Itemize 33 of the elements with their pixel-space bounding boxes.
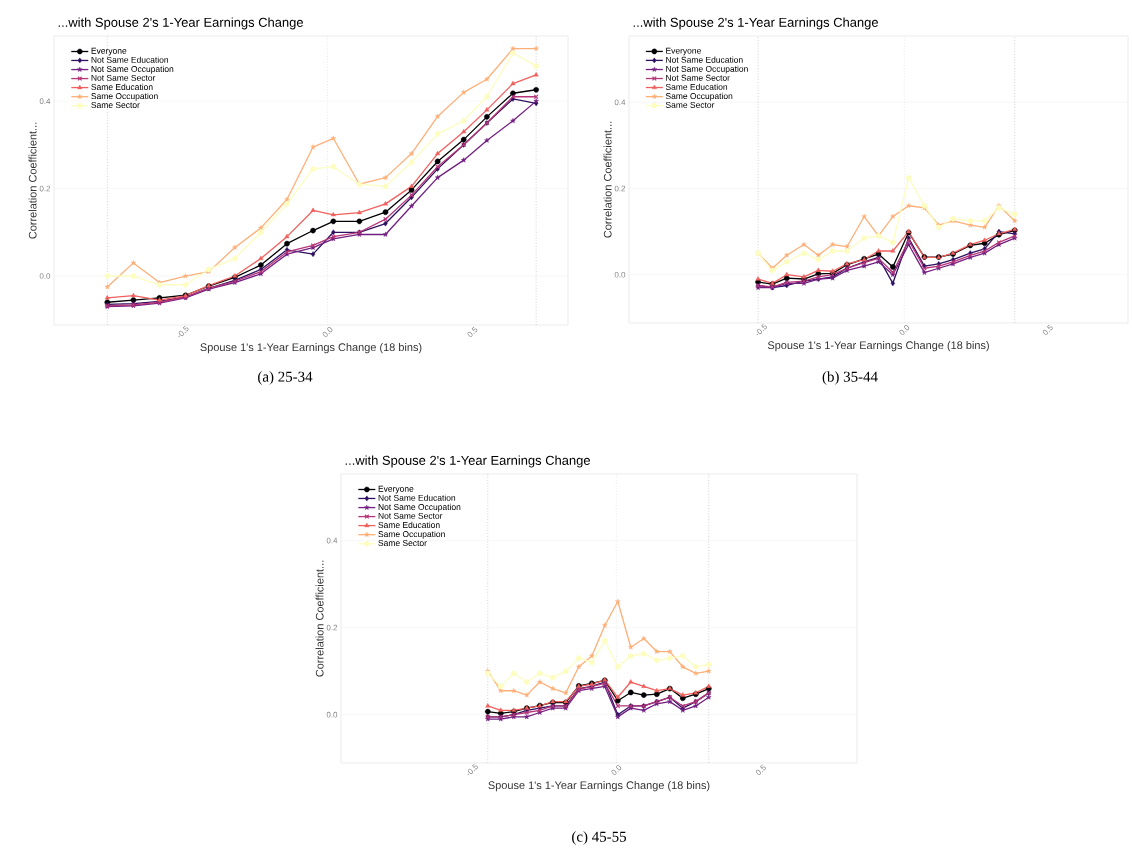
- text: (c) 45-55: [572, 831, 627, 845]
- legend-label: Same Sector: [378, 540, 427, 546]
- legend-label: Same Occupation: [665, 92, 733, 101]
- legend-label: Same Education: [665, 83, 728, 90]
- x-axis-title: Spouse 1's 1-Year Earnings Change (18 bins): [200, 343, 422, 354]
- x-axis-title: Spouse 1's 1-Year Earnings Change (18 bins): [488, 781, 710, 792]
- y-axis-title: Correlation Coefficient...: [28, 122, 37, 239]
- legend-label: Everyone: [378, 485, 414, 494]
- legend-label: Same Occupation: [91, 92, 158, 101]
- legend-label: Not Same Sector: [378, 512, 443, 519]
- legend-label: Not Same Occupation: [378, 503, 461, 512]
- legend-label: Same Education: [378, 521, 440, 528]
- chart-title: ...with Spouse 2's 1-Year Earnings Change: [345, 455, 590, 468]
- legend-label: Not Same Occupation: [91, 65, 174, 74]
- legend-label: Not Same Occupation: [666, 65, 748, 74]
- legend-label: Not Same Sector: [91, 74, 156, 81]
- legend-label: Same Occupation: [378, 530, 445, 539]
- text: (a) 25-34: [258, 371, 313, 385]
- y-axis-title: Correlation Coefficient...: [603, 121, 612, 238]
- legend-label: Same Sector: [91, 102, 140, 108]
- legend-label: Not Same Education: [378, 494, 456, 501]
- legend-label: Everyone: [666, 47, 701, 56]
- chart-title: ...with Spouse 2's 1-Year Earnings Change: [633, 17, 878, 30]
- y-axis-title: Correlation Coefficient...: [315, 560, 324, 677]
- legend-label: Same Education: [91, 83, 153, 90]
- legend-label: Not Same Education: [666, 56, 743, 63]
- legend-label: Not Same Education: [91, 56, 169, 63]
- chart-title: ...with Spouse 2's 1-Year Earnings Change: [58, 17, 303, 30]
- x-axis-title: Spouse 1's 1-Year Earnings Change (18 bins): [767, 341, 989, 352]
- legend-label: Same Sector: [665, 101, 715, 108]
- text: (b) 35-44: [822, 371, 878, 385]
- legend-label: Not Same Sector: [666, 74, 730, 81]
- legend-label: Everyone: [91, 47, 127, 56]
